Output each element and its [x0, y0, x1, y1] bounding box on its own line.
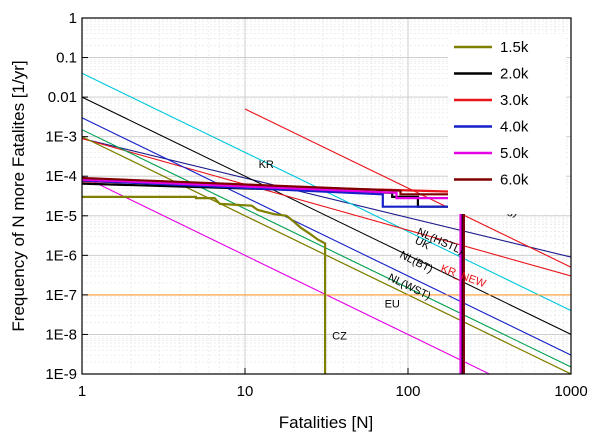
series-6-0k: [82, 176, 465, 374]
y-tick-label: 0.01: [48, 89, 77, 106]
x-tick-label: 100: [395, 383, 420, 400]
legend-label: 2.0k: [500, 66, 529, 83]
reference-line-uk: [82, 117, 571, 356]
reference-lines: [82, 72, 571, 374]
legend-box: [448, 34, 566, 214]
series-1-5k: [82, 195, 327, 374]
legend-label: 6.0k: [500, 172, 529, 189]
axis-ticks: 1 10 100 1000 1 0.1 0.01 1E-3 1E-4 1E-5 1E-6 1E-7 1E…: [45, 10, 587, 400]
y-tick-label: 1E-9: [45, 366, 77, 383]
y-tick-label: 1E-7: [45, 287, 77, 304]
reference-line-nl-bt-: [82, 129, 571, 368]
data-series: [82, 176, 465, 374]
legend-label: 4.0k: [500, 119, 529, 136]
y-tick-label: 1E-6: [45, 247, 77, 264]
y-tick-label: 1E-8: [45, 326, 77, 343]
y-axis-title: Frequency of N more Fatalites [1/yr]: [9, 60, 28, 331]
reference-label-cz: CZ: [332, 330, 347, 342]
reference-line-ch-lolsberg-: [244, 108, 571, 268]
series-5-0k: [82, 178, 462, 374]
y-tick-label: 1E-5: [45, 208, 77, 225]
plot-frame: [81, 17, 572, 375]
reference-label-eu: EU: [385, 299, 400, 311]
y-tick-label: 0.1: [56, 50, 77, 67]
legend-label: 3.0k: [500, 92, 529, 109]
reference-line-kr: [82, 137, 571, 258]
reference-line-kr-new: [82, 137, 571, 277]
reference-label-kr: KR: [259, 159, 274, 171]
y-tick-label: 1E-4: [45, 168, 77, 185]
legend: 1.5k 2.0k 3.0k 4.0k 5.0k 6.0k: [448, 34, 566, 214]
legend-label: 1.5k: [500, 39, 529, 56]
x-tick-label: 10: [237, 383, 254, 400]
x-tick-label: 1000: [554, 383, 587, 400]
x-axis-title: Fatalities [N]: [279, 413, 373, 432]
reference-line-eu: [82, 136, 571, 374]
x-tick-label: 1: [78, 383, 86, 400]
y-tick-label: 1E-3: [45, 129, 77, 146]
y-tick-label: 1: [69, 10, 77, 27]
legend-label: 5.0k: [500, 145, 529, 162]
